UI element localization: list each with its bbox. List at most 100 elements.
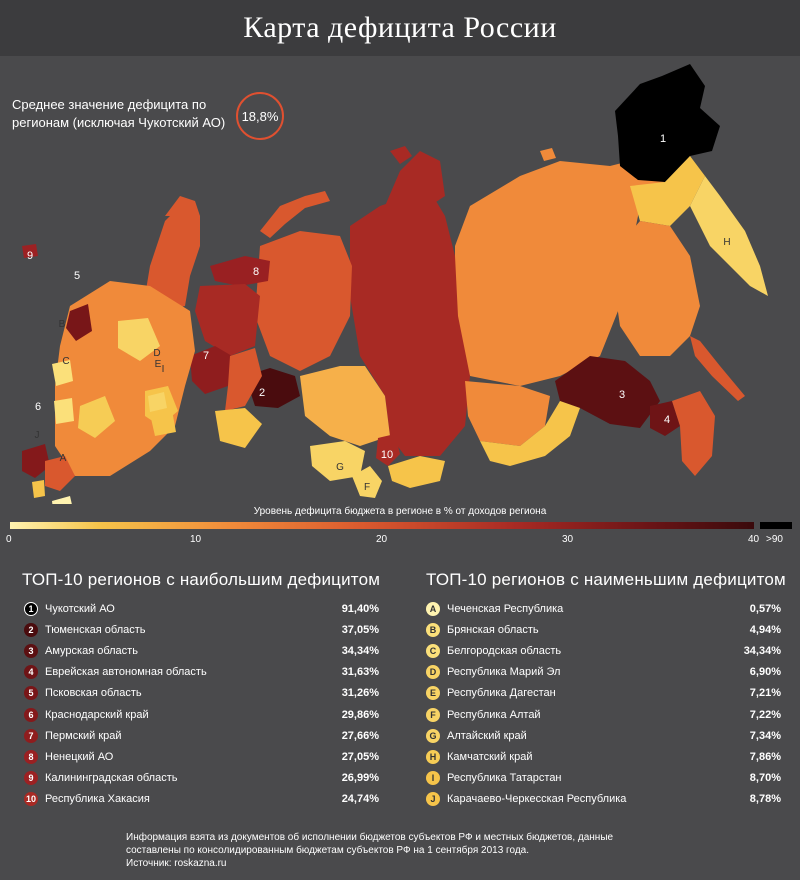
region-murmansk: [165, 196, 200, 216]
region-amur: [555, 356, 660, 428]
region-perm: [190, 346, 232, 394]
top-deficit-row: 5 Псковская область 31,26%: [24, 683, 379, 704]
map-marker-5: 5: [74, 270, 80, 282]
region-krasnoyarsk: [350, 191, 470, 456]
lowest-deficit-value: 6,90%: [749, 666, 781, 679]
lowest-deficit-row: I Республика Татарстан 8,70%: [426, 768, 781, 789]
region-arctic-islands: [390, 146, 412, 164]
map-marker-c: C: [62, 356, 69, 367]
map-marker-b: B: [59, 319, 66, 330]
lowest-deficit-marker-badge: G: [426, 728, 440, 743]
lowest-deficit-marker-badge: I: [426, 771, 440, 786]
region-primorye: [672, 391, 715, 476]
region-khakassia: [376, 434, 400, 466]
top-deficit-marker-badge: 9: [24, 771, 38, 786]
lowest-deficit-value: 7,86%: [749, 750, 781, 763]
lowest-deficit-marker-badge: C: [426, 643, 440, 658]
top-deficit-marker-badge: 5: [24, 686, 38, 701]
top-deficit-marker-badge: 1: [24, 601, 38, 616]
top-deficit-heading: ТОП-10 регионов с наибольшим дефицитом: [22, 570, 381, 589]
lowest-deficit-list: A Чеченская Республика 0,57% B Брянская обла…: [426, 598, 781, 810]
top-deficit-marker-badge: 8: [24, 749, 38, 764]
top-deficit-value: 34,34%: [341, 644, 379, 657]
lowest-deficit-region-name: Республика Марий Эл: [447, 666, 561, 679]
lowest-deficit-heading: ТОП-10 регионов с наименьшим дефицитом: [426, 570, 786, 589]
lowest-deficit-marker-badge: J: [426, 792, 440, 807]
region-zabaikalye: [480, 401, 580, 466]
top-deficit-value: 27,66%: [341, 729, 379, 742]
scale-tick-over-90: >90: [766, 534, 783, 545]
top-deficit-marker-badge: 10: [24, 792, 38, 807]
region-tatarstan: [150, 410, 176, 436]
lowest-deficit-value: 8,70%: [749, 772, 781, 785]
top-deficit-list: 1 Чукотский АО 91,40% 2 Тюменская область 37,…: [24, 598, 379, 810]
color-scale-over-90: [760, 522, 792, 529]
lowest-deficit-row: G Алтайский край 7,34%: [426, 725, 781, 746]
top-deficit-row: 9 Калининградская область 26,99%: [24, 768, 379, 789]
region-kamchatka: [690, 176, 768, 296]
region-khabarovsk: [610, 221, 700, 356]
lowest-deficit-region-name: Белгородская область: [447, 644, 562, 657]
page-title: Карта дефицита России: [243, 11, 557, 44]
top-deficit-marker-badge: 6: [24, 707, 38, 722]
region-novaya-zemlya: [260, 191, 330, 238]
footnote-line-2: составлены по консолидированным бюджетам…: [126, 845, 529, 856]
lowest-deficit-row: B Брянская область 4,94%: [426, 619, 781, 640]
map-marker-9: 9: [27, 250, 33, 262]
region-yakutia: [455, 156, 670, 386]
top-deficit-row: 8 Ненецкий АО 27,05%: [24, 746, 379, 767]
top-deficit-value: 24,74%: [341, 793, 379, 806]
region-northwest: [145, 201, 200, 311]
top-deficit-region-name: Калининградская область: [45, 772, 178, 785]
map-marker-2: 2: [259, 387, 265, 399]
lowest-deficit-region-name: Алтайский край: [447, 729, 527, 742]
top-deficit-row: 10 Республика Хакасия 24,74%: [24, 789, 379, 810]
top-deficit-value: 31,63%: [341, 666, 379, 679]
top-deficit-value: 91,40%: [341, 602, 379, 615]
lowest-deficit-marker-badge: H: [426, 749, 440, 764]
region-arctic-islands-2: [540, 148, 556, 161]
top-deficit-row: 4 Еврейская автономная область 31,63%: [24, 662, 379, 683]
top-deficit-row: 2 Тюменская область 37,05%: [24, 619, 379, 640]
region-kaliningrad: [22, 244, 38, 258]
region-chukotka: [615, 64, 720, 182]
map-marker-7: 7: [203, 350, 209, 362]
region-chechnya: [52, 496, 72, 504]
top-deficit-value: 29,86%: [341, 708, 379, 721]
top-deficit-region-name: Амурская область: [45, 644, 138, 657]
top-deficit-region-name: Ненецкий АО: [45, 750, 114, 763]
region-belgorod: [54, 398, 74, 424]
region-kchr: [32, 480, 45, 498]
top-deficit-region-name: Еврейская автономная область: [45, 666, 207, 679]
lowest-deficit-marker-badge: B: [426, 622, 440, 637]
lowest-deficit-row: E Республика Дагестан 7,21%: [426, 683, 781, 704]
region-taymyr: [385, 151, 445, 206]
region-bryansk: [52, 360, 73, 386]
top-deficit-marker-badge: 4: [24, 665, 38, 680]
region-yamal: [255, 231, 352, 371]
scale-tick-30: 30: [562, 534, 574, 545]
top-deficit-row: 7 Пермский край 27,66%: [24, 725, 379, 746]
lowest-deficit-region-name: Камчатский край: [447, 750, 533, 763]
top-deficit-value: 27,05%: [341, 750, 379, 763]
lowest-deficit-region-name: Чеченская Республика: [447, 602, 564, 615]
lowest-deficit-row: A Чеченская Республика 0,57%: [426, 598, 781, 619]
lowest-deficit-row: J Карачаево-Черкесская Республика 8,78%: [426, 789, 781, 810]
region-magadan: [630, 156, 705, 226]
region-nenets: [210, 256, 270, 286]
map-marker-j: J: [35, 430, 40, 441]
top-deficit-region-name: Пермский край: [45, 729, 122, 742]
scale-tick-0: 0: [6, 534, 12, 545]
region-altai-krai: [310, 441, 365, 481]
color-scale-bar: [10, 522, 754, 529]
scale-title: Уровень дефицита бюджета в регионе в % о…: [253, 506, 547, 517]
map-marker-10: 10: [381, 449, 393, 461]
top-deficit-row: 6 Краснодарский край 29,86%: [24, 704, 379, 725]
map-marker-4: 4: [664, 414, 670, 426]
footnote-line-1: Информация взята из документов об исполн…: [126, 832, 614, 843]
footnote-line-3: Источник: roskazna.ru: [126, 858, 227, 869]
region-pskov: [66, 304, 92, 341]
lowest-deficit-row: F Республика Алтай 7,22%: [426, 704, 781, 725]
lowest-deficit-value: 34,34%: [743, 644, 781, 657]
map-marker-8: 8: [253, 266, 259, 278]
